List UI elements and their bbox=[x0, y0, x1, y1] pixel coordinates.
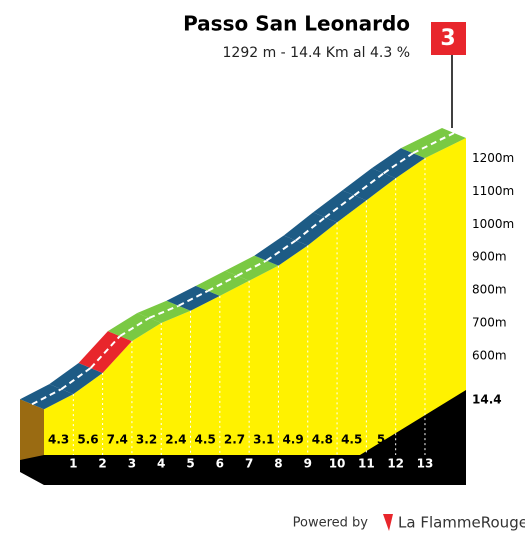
y-tick-label: 1100m bbox=[472, 184, 514, 198]
gradient-label: 4.5 bbox=[195, 433, 216, 447]
powered-by: Powered by bbox=[293, 516, 369, 531]
x-tick-label: 13 bbox=[417, 457, 434, 471]
x-tick-label: 14.4 bbox=[472, 393, 502, 407]
y-tick-label: 900m bbox=[472, 250, 507, 264]
center-dash bbox=[295, 216, 326, 242]
x-tick-label: 9 bbox=[304, 457, 312, 471]
y-tick-label: 600m bbox=[472, 349, 507, 363]
profile-face bbox=[44, 138, 466, 455]
x-tick-label: 4 bbox=[157, 457, 165, 471]
center-dash bbox=[119, 317, 150, 337]
gradient-label: 3.1 bbox=[253, 433, 274, 447]
base-top bbox=[360, 390, 466, 455]
gradient-label: 3.3 bbox=[435, 433, 456, 447]
gradient-label: 5.6 bbox=[77, 433, 98, 447]
y-tick-label: 700m bbox=[472, 316, 507, 330]
x-tick-label: 3 bbox=[128, 457, 136, 471]
gradient-label: 5.3 bbox=[400, 433, 421, 447]
category-label: 3 bbox=[440, 26, 455, 51]
center-dash bbox=[31, 388, 62, 406]
brand-logo bbox=[383, 514, 393, 531]
x-tick-label: 6 bbox=[216, 457, 224, 471]
gradient-label: 4.9 bbox=[282, 433, 303, 447]
gradient-segment bbox=[371, 148, 425, 179]
gradient-segment bbox=[254, 235, 308, 266]
x-tick-label: 11 bbox=[358, 457, 375, 471]
gradient-label: 5 bbox=[377, 433, 385, 447]
center-dash bbox=[236, 259, 267, 277]
gradient-label: 2.7 bbox=[224, 433, 245, 447]
center-dash bbox=[324, 194, 355, 219]
center-dash bbox=[383, 152, 414, 175]
x-tick-label: 12 bbox=[387, 457, 404, 471]
gradient-label: 4.3 bbox=[48, 433, 69, 447]
center-dash bbox=[412, 132, 455, 155]
gradient-label: 3.2 bbox=[136, 433, 157, 447]
gradient-segment bbox=[313, 190, 367, 223]
y-tick-label: 800m bbox=[472, 283, 507, 297]
center-dash bbox=[353, 172, 385, 197]
gradient-segment bbox=[342, 168, 396, 201]
center-dash bbox=[178, 290, 209, 307]
category-flag bbox=[431, 22, 466, 55]
base-band bbox=[20, 455, 466, 485]
gradient-label: 2.4 bbox=[165, 433, 186, 447]
x-tick-label: 5 bbox=[186, 457, 194, 471]
x-tick-label: 1 bbox=[69, 457, 77, 471]
y-tick-label: 1200m bbox=[472, 151, 514, 165]
center-dash bbox=[60, 367, 92, 390]
gradient-label: 4.5 bbox=[341, 433, 362, 447]
x-tick-label: 8 bbox=[274, 457, 282, 471]
x-tick-label: 7 bbox=[245, 457, 253, 471]
gradient-segment bbox=[283, 212, 338, 246]
center-dash bbox=[265, 239, 297, 262]
center-dash bbox=[148, 304, 179, 319]
y-tick-label: 1000m bbox=[472, 217, 514, 231]
chart-subtitle: 1292 m - 14.4 Km al 4.3 % bbox=[223, 45, 411, 61]
chart-title: Passo San Leonardo bbox=[183, 12, 410, 36]
gradient-label: 7.4 bbox=[107, 433, 128, 447]
x-tick-label: 2 bbox=[98, 457, 106, 471]
x-tick-label: 10 bbox=[329, 457, 346, 471]
gradient-label: 4.8 bbox=[312, 433, 333, 447]
gradient-segment bbox=[107, 312, 162, 342]
brand-name: La FlammeRouge bbox=[398, 514, 525, 532]
center-dash bbox=[207, 274, 238, 292]
gradient-segment bbox=[49, 363, 103, 395]
center-dash bbox=[89, 335, 121, 369]
